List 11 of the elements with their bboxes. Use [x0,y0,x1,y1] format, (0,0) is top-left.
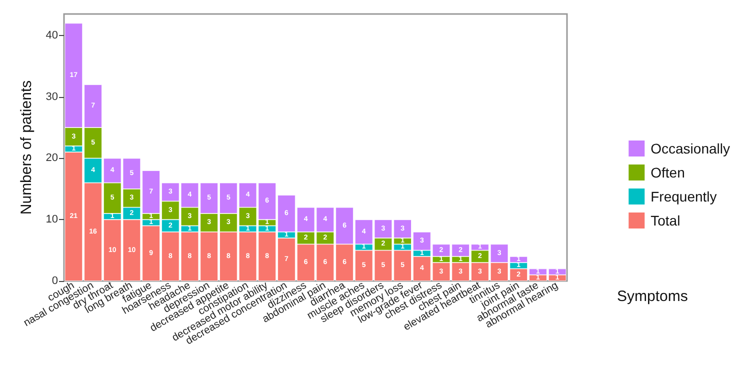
legend-label: Frequently [650,188,717,204]
y-tick-label: 30 [46,90,58,103]
y-tick-label: 40 [46,29,58,42]
y-tick-label: 20 [46,152,58,164]
legend-label: Often [650,164,685,180]
legend-label: Occasionally [650,140,730,156]
y-axis-title: Numbers of patients [18,80,35,215]
legend-label: Total [650,212,680,228]
x-axis-title: Symptoms [617,288,688,305]
y-tick-label: 10 [46,214,58,226]
y-tick-label: 0 [52,275,58,287]
